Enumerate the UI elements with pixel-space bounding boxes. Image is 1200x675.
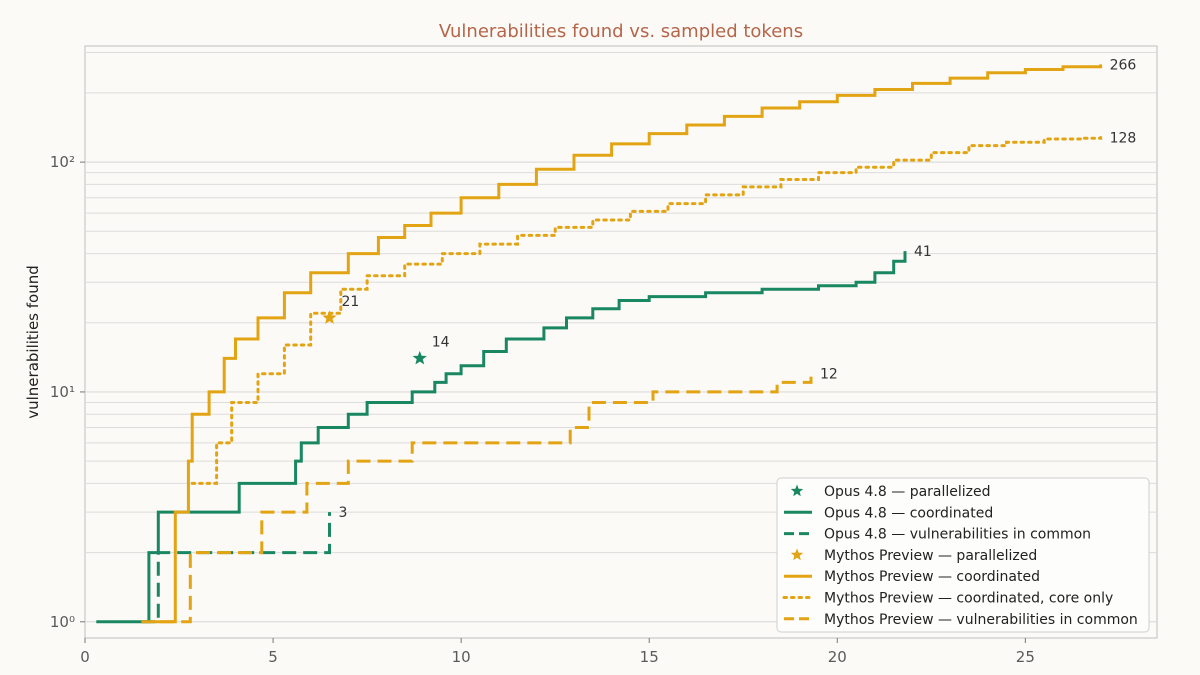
legend-box	[776, 477, 1150, 633]
x-tick-label: 15	[640, 648, 659, 666]
series-line	[190, 136, 1103, 485]
series-line	[141, 512, 331, 624]
data-label: 14	[432, 334, 450, 350]
data-label: 12	[820, 367, 838, 383]
y-axis-label: vulnerabilities found	[24, 265, 42, 419]
x-tick-label: 5	[268, 648, 278, 666]
data-label: 21	[341, 294, 359, 310]
series-0: 14	[412, 334, 450, 365]
legend-label: Opus 4.8 — vulnerabilities in common	[824, 527, 1091, 543]
x-tick-label: 20	[828, 648, 847, 666]
legend-item: Opus 4.8 — parallelized	[790, 484, 991, 500]
legend-item: Opus 4.8 — vulnerabilities in common	[784, 527, 1091, 543]
legend-item: Mythos Preview — vulnerabilities in comm…	[784, 612, 1138, 628]
series-3: 21	[322, 294, 359, 324]
series-layer: 14 41 3 21 266 128 12	[96, 57, 1137, 624]
legend-star-icon	[790, 484, 804, 497]
legend-item: Mythos Preview — coordinated, core only	[782, 591, 1113, 607]
chart-title: Vulnerabilities found vs. sampled tokens	[439, 21, 803, 42]
series-line	[160, 373, 813, 624]
x-tick-label: 25	[1016, 648, 1035, 666]
legend-item: Opus 4.8 — coordinated	[784, 505, 993, 521]
x-axis: 0 5 10 15 20 25	[80, 638, 1035, 666]
legend-star-icon	[790, 548, 804, 561]
x-tick-label: 0	[80, 648, 90, 666]
star-point	[412, 350, 427, 365]
legend-label: Opus 4.8 — parallelized	[824, 484, 991, 500]
legend-item: Mythos Preview — coordinated	[784, 569, 1040, 585]
legend-label: Mythos Preview — coordinated	[824, 569, 1040, 585]
series-2: 3	[141, 505, 347, 624]
data-label: 128	[1110, 130, 1137, 146]
y-axis: 10⁰ 10¹ 10²	[50, 153, 85, 631]
series-1: 41	[96, 244, 932, 624]
legend-label: Opus 4.8 — coordinated	[824, 505, 993, 521]
legend-label: Mythos Preview — vulnerabilities in comm…	[824, 612, 1138, 628]
y-tick-label: 10⁰	[50, 613, 75, 631]
y-tick-label: 10²	[50, 153, 75, 171]
legend-label: Mythos Preview — coordinated, core only	[824, 591, 1113, 607]
series-4: 266	[141, 57, 1137, 624]
data-label: 41	[914, 244, 932, 260]
legend-item: Mythos Preview — parallelized	[790, 548, 1037, 564]
series-6: 12	[160, 367, 838, 624]
series-line	[141, 64, 1103, 624]
x-tick-label: 10	[452, 648, 471, 666]
legend-label: Mythos Preview — parallelized	[824, 548, 1037, 564]
legend: Opus 4.8 — parallelized Opus 4.8 — coordi…	[776, 477, 1150, 633]
data-label: 3	[338, 505, 347, 521]
plot-frame	[84, 45, 1158, 639]
star-point	[322, 310, 337, 324]
y-tick-label: 10¹	[50, 383, 75, 401]
series-line	[96, 251, 907, 624]
data-label: 266	[1110, 57, 1137, 73]
series-5: 128	[190, 130, 1137, 485]
